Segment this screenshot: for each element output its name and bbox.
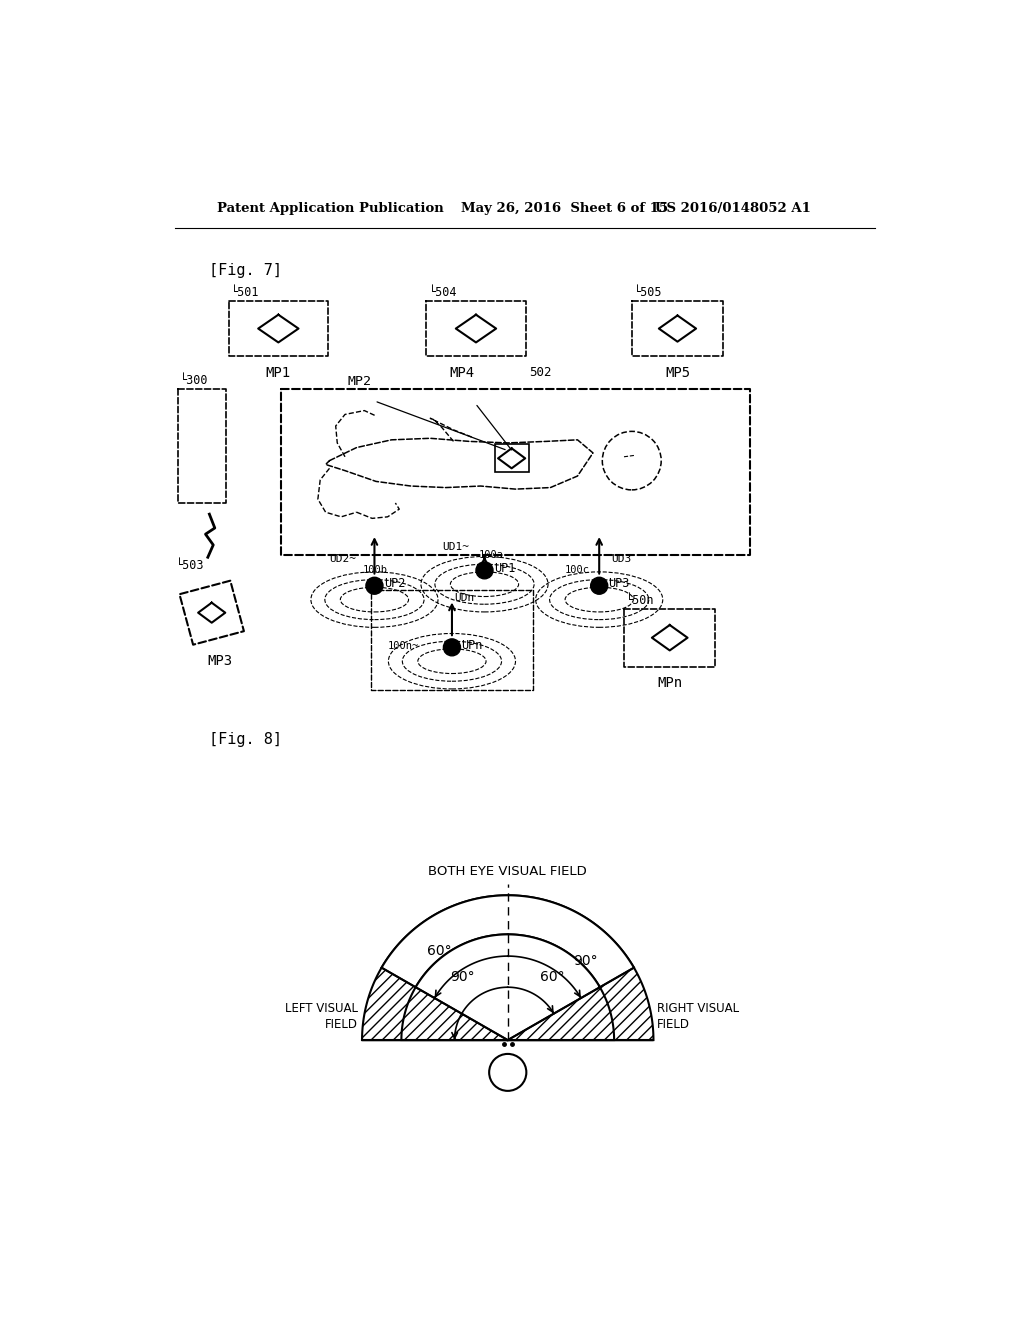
Text: UDn: UDn xyxy=(455,593,474,603)
Text: [Fig. 8]: [Fig. 8] xyxy=(209,733,283,747)
Text: 502: 502 xyxy=(529,366,552,379)
Text: BOTH EYE VISUAL FIELD: BOTH EYE VISUAL FIELD xyxy=(428,866,587,878)
Polygon shape xyxy=(362,895,653,1040)
Text: May 26, 2016  Sheet 6 of 15: May 26, 2016 Sheet 6 of 15 xyxy=(461,202,669,215)
Text: 100c: 100c xyxy=(564,565,590,576)
Text: MP5: MP5 xyxy=(665,366,690,380)
Text: 100b: 100b xyxy=(362,565,388,576)
Text: └300: └300 xyxy=(180,374,209,387)
Text: UD2~: UD2~ xyxy=(330,554,356,564)
Text: MP1: MP1 xyxy=(266,366,291,380)
Text: Patent Application Publication: Patent Application Publication xyxy=(217,202,443,215)
Text: 100n~: 100n~ xyxy=(388,640,420,651)
Text: UP3: UP3 xyxy=(608,577,630,590)
Text: US 2016/0148052 A1: US 2016/0148052 A1 xyxy=(655,202,811,215)
Text: MP2: MP2 xyxy=(347,375,372,388)
Text: [Fig. 7]: [Fig. 7] xyxy=(209,263,283,277)
Text: UD3: UD3 xyxy=(611,554,631,564)
Text: └504: └504 xyxy=(429,285,457,298)
Text: 100a: 100a xyxy=(478,550,504,561)
Circle shape xyxy=(591,577,607,594)
Text: RIGHT VISUAL
FIELD: RIGHT VISUAL FIELD xyxy=(657,1002,739,1031)
Circle shape xyxy=(476,562,493,579)
Text: 60°: 60° xyxy=(427,944,452,958)
Text: └501: └501 xyxy=(231,285,259,298)
Text: └503: └503 xyxy=(176,558,205,572)
Circle shape xyxy=(366,577,383,594)
Circle shape xyxy=(443,639,461,656)
Text: UP1: UP1 xyxy=(494,561,515,574)
Text: └505: └505 xyxy=(634,285,663,298)
Polygon shape xyxy=(401,935,508,1040)
Text: 60°: 60° xyxy=(541,970,565,983)
Text: UD1~: UD1~ xyxy=(442,543,469,552)
Bar xyxy=(495,445,528,473)
Text: 90°: 90° xyxy=(573,954,598,968)
Text: 90°: 90° xyxy=(451,970,475,983)
Polygon shape xyxy=(508,935,614,1040)
Text: └50n: └50n xyxy=(627,594,654,607)
Polygon shape xyxy=(382,895,634,1040)
Text: LEFT VISUAL
FIELD: LEFT VISUAL FIELD xyxy=(285,1002,358,1031)
Polygon shape xyxy=(416,935,600,1040)
Text: MP3: MP3 xyxy=(207,653,232,668)
Text: MP4: MP4 xyxy=(450,366,474,380)
Text: UP2: UP2 xyxy=(384,577,406,590)
Text: MPn: MPn xyxy=(657,676,682,690)
Text: UPn: UPn xyxy=(461,639,482,652)
